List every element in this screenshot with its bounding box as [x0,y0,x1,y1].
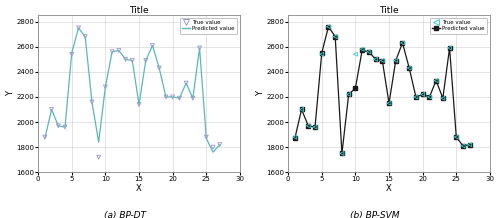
Point [372,58,380,61]
Point [74,26,82,30]
Point [331,35,339,38]
Point [385,101,393,105]
Point [426,95,434,99]
Point [358,48,366,51]
Point [365,50,373,53]
Point [148,44,156,47]
Point [41,135,49,139]
Text: (a) BP-DT: (a) BP-DT [104,211,146,218]
Point [311,125,319,129]
Point [338,152,346,155]
Point [102,85,110,89]
Point [344,93,352,96]
Point [412,95,420,99]
Point [128,59,136,62]
Y-axis label: Y: Y [6,91,15,96]
X-axis label: X: X [386,184,392,193]
Point [209,145,217,149]
Point [189,96,197,100]
Point [162,95,170,99]
Point [81,35,89,38]
Text: (b) BP-SVM: (b) BP-SVM [350,211,400,218]
X-axis label: X: X [136,184,142,193]
Point [432,79,440,82]
Y-axis label: Y: Y [256,91,264,96]
Point [291,135,299,139]
Point [392,59,400,62]
Point [418,93,426,96]
Point [122,58,130,61]
Point [439,96,447,100]
Point [142,59,150,62]
Title: Title: Title [129,5,149,15]
Point [459,144,467,148]
Point [398,41,406,45]
Point [446,46,454,50]
Point [108,50,116,53]
Point [202,135,210,139]
Point [216,143,224,146]
Point [304,124,312,128]
Point [318,53,326,56]
Point [352,53,360,56]
Point [466,143,474,146]
Point [196,46,203,50]
Point [324,25,332,28]
Point [68,53,76,56]
Point [182,81,190,85]
Point [378,59,386,62]
Point [405,66,413,70]
Point [155,66,163,70]
Legend: True value, Predicted value: True value, Predicted value [430,18,487,34]
Point [54,124,62,128]
Point [88,100,96,104]
Point [115,49,123,52]
Point [452,135,460,139]
Point [135,103,143,106]
Point [61,125,69,129]
Point [94,155,102,159]
Point [298,108,306,111]
Legend: True value, Predicted value: True value, Predicted value [180,18,237,34]
Title: Title: Title [379,5,399,15]
Point [48,108,56,111]
Point [168,95,176,99]
Point [176,96,184,100]
